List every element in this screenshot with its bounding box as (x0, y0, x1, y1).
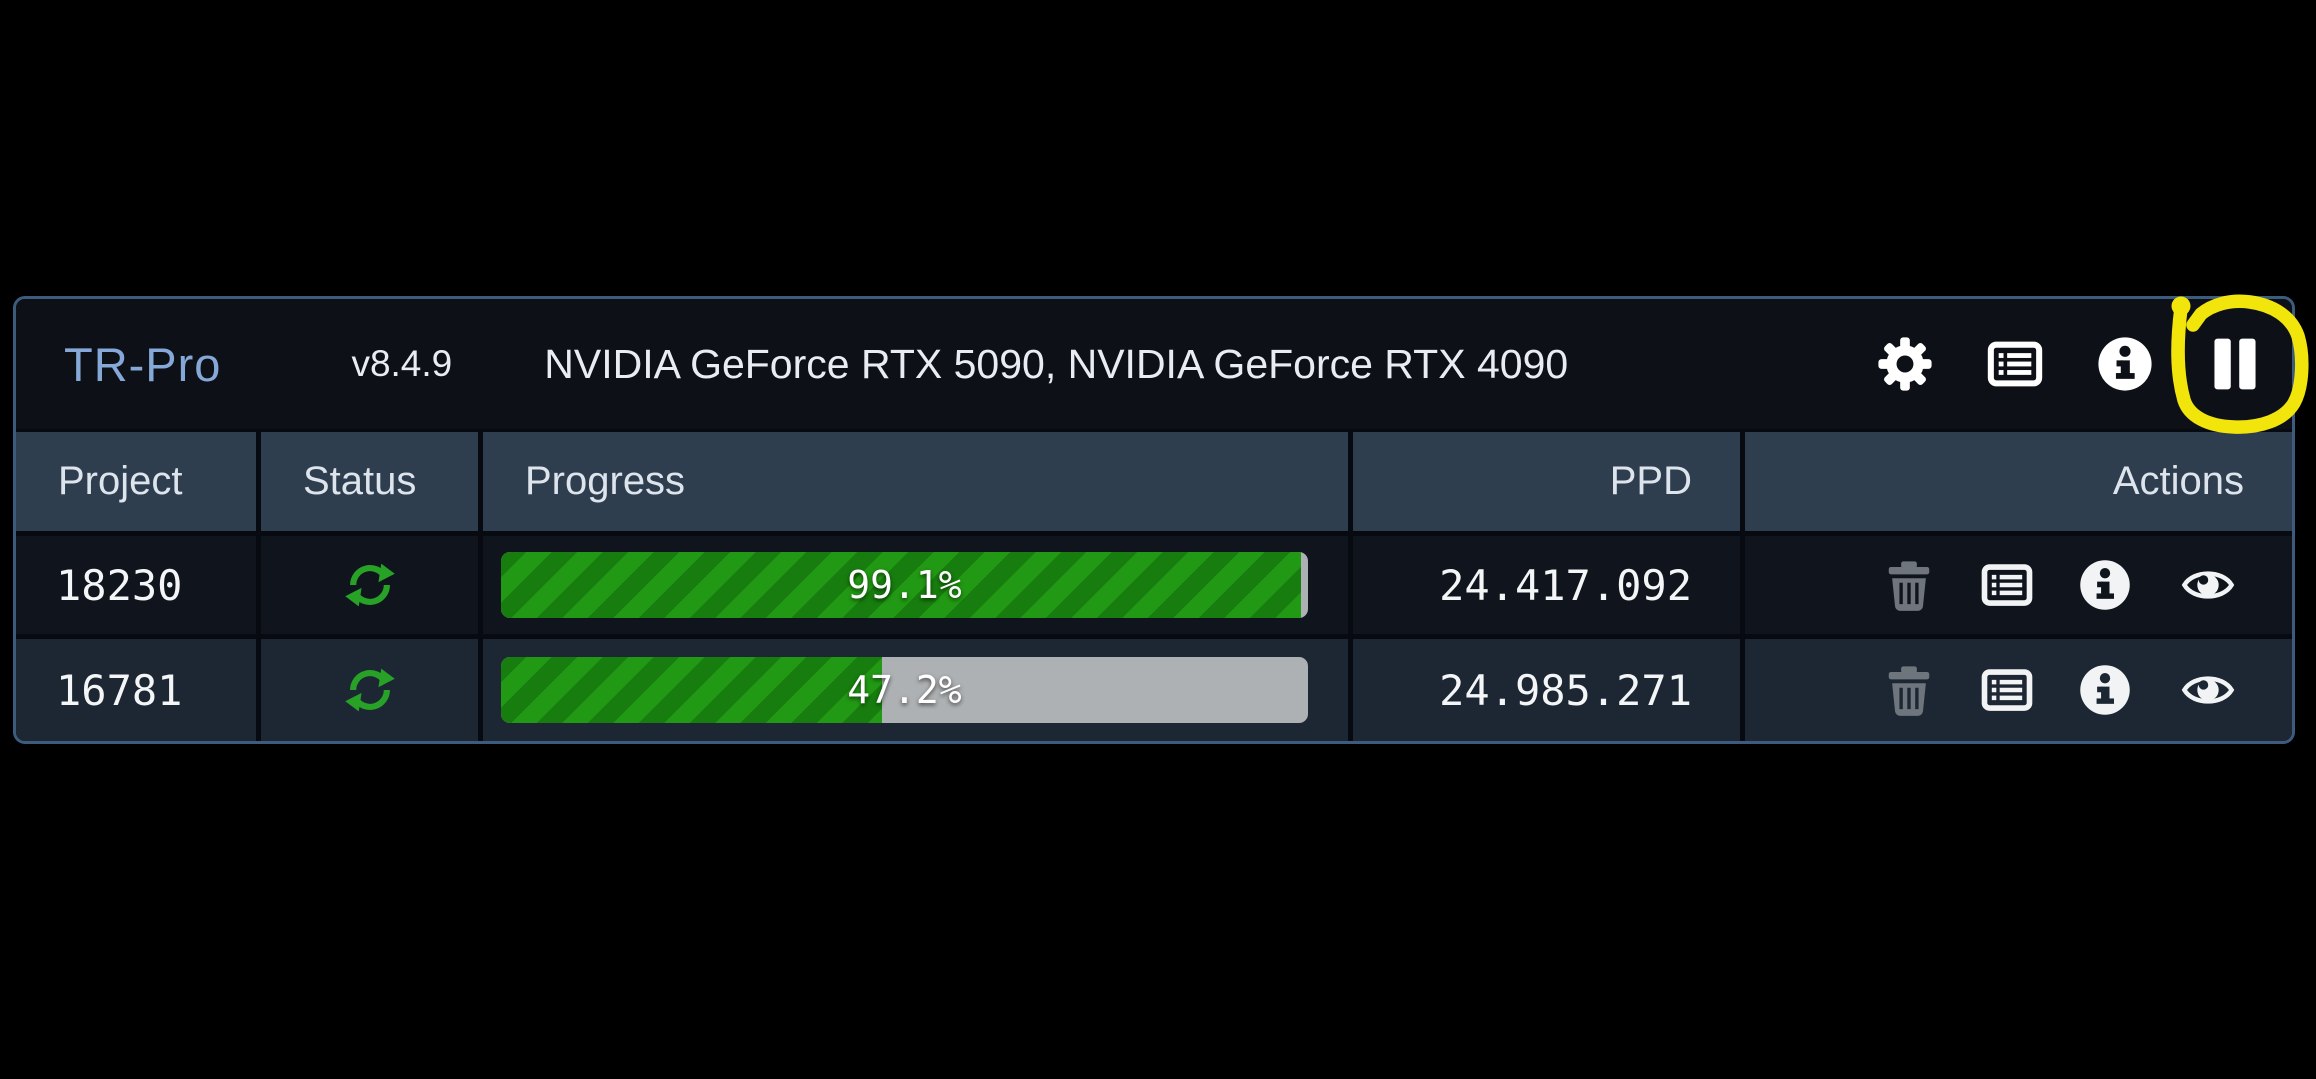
log-button[interactable] (1986, 335, 2044, 393)
delete-button[interactable] (1882, 558, 1936, 612)
eye-icon (2176, 558, 2240, 612)
progress-cell: 99.1% (483, 536, 1353, 634)
progress-bar: 47.2% (501, 657, 1308, 723)
row-info-button[interactable] (2078, 558, 2132, 612)
gear-icon (1876, 335, 1934, 393)
sync-icon (343, 558, 397, 612)
work-unit-row: 16781 47.2% 24.985.271 (16, 634, 2292, 741)
eye-icon (2176, 663, 2240, 717)
progress-label: 99.1% (847, 563, 962, 607)
progress-bar-fill (501, 657, 882, 723)
row-log-button[interactable] (1980, 663, 2034, 717)
table-header-row: Project Status Progress PPD Actions (16, 432, 2292, 531)
progress-cell: 47.2% (483, 639, 1353, 741)
app-title: TR-Pro (64, 337, 222, 391)
pause-icon (2206, 335, 2264, 393)
trash-icon (1882, 558, 1936, 612)
about-button[interactable] (2096, 335, 2154, 393)
row-actions (1745, 639, 2292, 741)
column-header-status: Status (261, 432, 483, 531)
trash-icon (1882, 663, 1936, 717)
pause-button[interactable] (2206, 335, 2264, 393)
progress-label: 47.2% (847, 668, 962, 712)
view-button[interactable] (2176, 663, 2240, 717)
project-id: 16781 (16, 639, 261, 741)
row-actions (1745, 536, 2292, 634)
app-version: v8.4.9 (351, 343, 453, 384)
gpu-list: NVIDIA GeForce RTX 5090, NVIDIA GeForce … (544, 340, 1569, 387)
work-unit-row: 18230 99.1% 24.417.092 (16, 531, 2292, 634)
folding-client-window: TR-Pro v8.4.9 NVIDIA GeForce RTX 5090, N… (13, 296, 2295, 744)
log-icon (1980, 558, 2034, 612)
app-header: TR-Pro v8.4.9 NVIDIA GeForce RTX 5090, N… (16, 299, 2292, 432)
log-icon (1986, 335, 2044, 393)
progress-bar-fill (501, 552, 1301, 618)
status-cell (261, 639, 483, 741)
ppd-value: 24.985.271 (1353, 639, 1745, 741)
view-button[interactable] (2176, 558, 2240, 612)
header-toolbar (1876, 335, 2264, 393)
project-id: 18230 (16, 536, 261, 634)
ppd-value: 24.417.092 (1353, 536, 1745, 634)
delete-button[interactable] (1882, 663, 1936, 717)
info-icon (2078, 663, 2132, 717)
info-icon (2096, 335, 2154, 393)
log-icon (1980, 663, 2034, 717)
status-cell (261, 536, 483, 634)
column-header-project: Project (16, 432, 261, 531)
column-header-actions: Actions (2112, 459, 2244, 503)
column-header-ppd: PPD (1353, 432, 1745, 531)
column-header-progress: Progress (483, 432, 1353, 531)
sync-icon (343, 663, 397, 717)
row-log-button[interactable] (1980, 558, 2034, 612)
settings-button[interactable] (1876, 335, 1934, 393)
row-info-button[interactable] (2078, 663, 2132, 717)
progress-bar: 99.1% (501, 552, 1308, 618)
info-icon (2078, 558, 2132, 612)
